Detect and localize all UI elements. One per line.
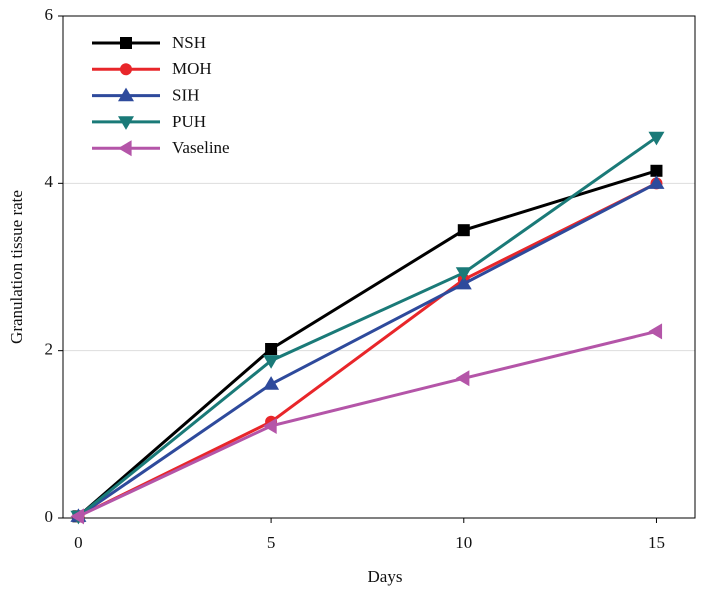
marker [263,417,277,434]
y-axis-label: Granulation tissue rate [7,190,26,344]
legend-marker [118,87,134,102]
series-line [77,169,657,518]
legend-marker [118,140,132,157]
marker [263,376,280,390]
legend-label: Vaseline [172,138,230,157]
legend-marker [118,116,134,130]
x-tick-label: 0 [74,533,83,552]
x-tick-label: 15 [648,533,665,552]
x-tick-label: 5 [267,533,276,552]
series-line [77,329,657,518]
y-tick-label: 4 [45,172,54,191]
y-tick-label: 6 [45,5,54,24]
marker [70,508,85,525]
x-axis-label: Days [368,567,403,586]
marker [650,164,663,177]
marker [457,224,470,237]
legend-label: MOH [172,59,212,78]
marker [455,275,472,290]
legend-marker [120,37,132,49]
x-tick-label: 10 [455,533,472,552]
legend-label: PUH [172,112,206,131]
legend-marker [120,63,132,76]
marker [455,267,472,281]
legend-label: SIH [172,86,199,105]
marker [648,131,665,146]
marker [263,355,280,369]
y-tick-label: 0 [45,507,54,526]
marker [265,342,278,355]
series-line [77,136,658,518]
series-line [77,181,658,518]
marker [648,323,663,340]
marker [648,175,665,189]
series-line [77,182,658,518]
plot-frame [62,15,696,519]
marker [455,370,470,387]
y-tick-label: 2 [45,340,54,359]
legend-label: NSH [172,33,206,52]
